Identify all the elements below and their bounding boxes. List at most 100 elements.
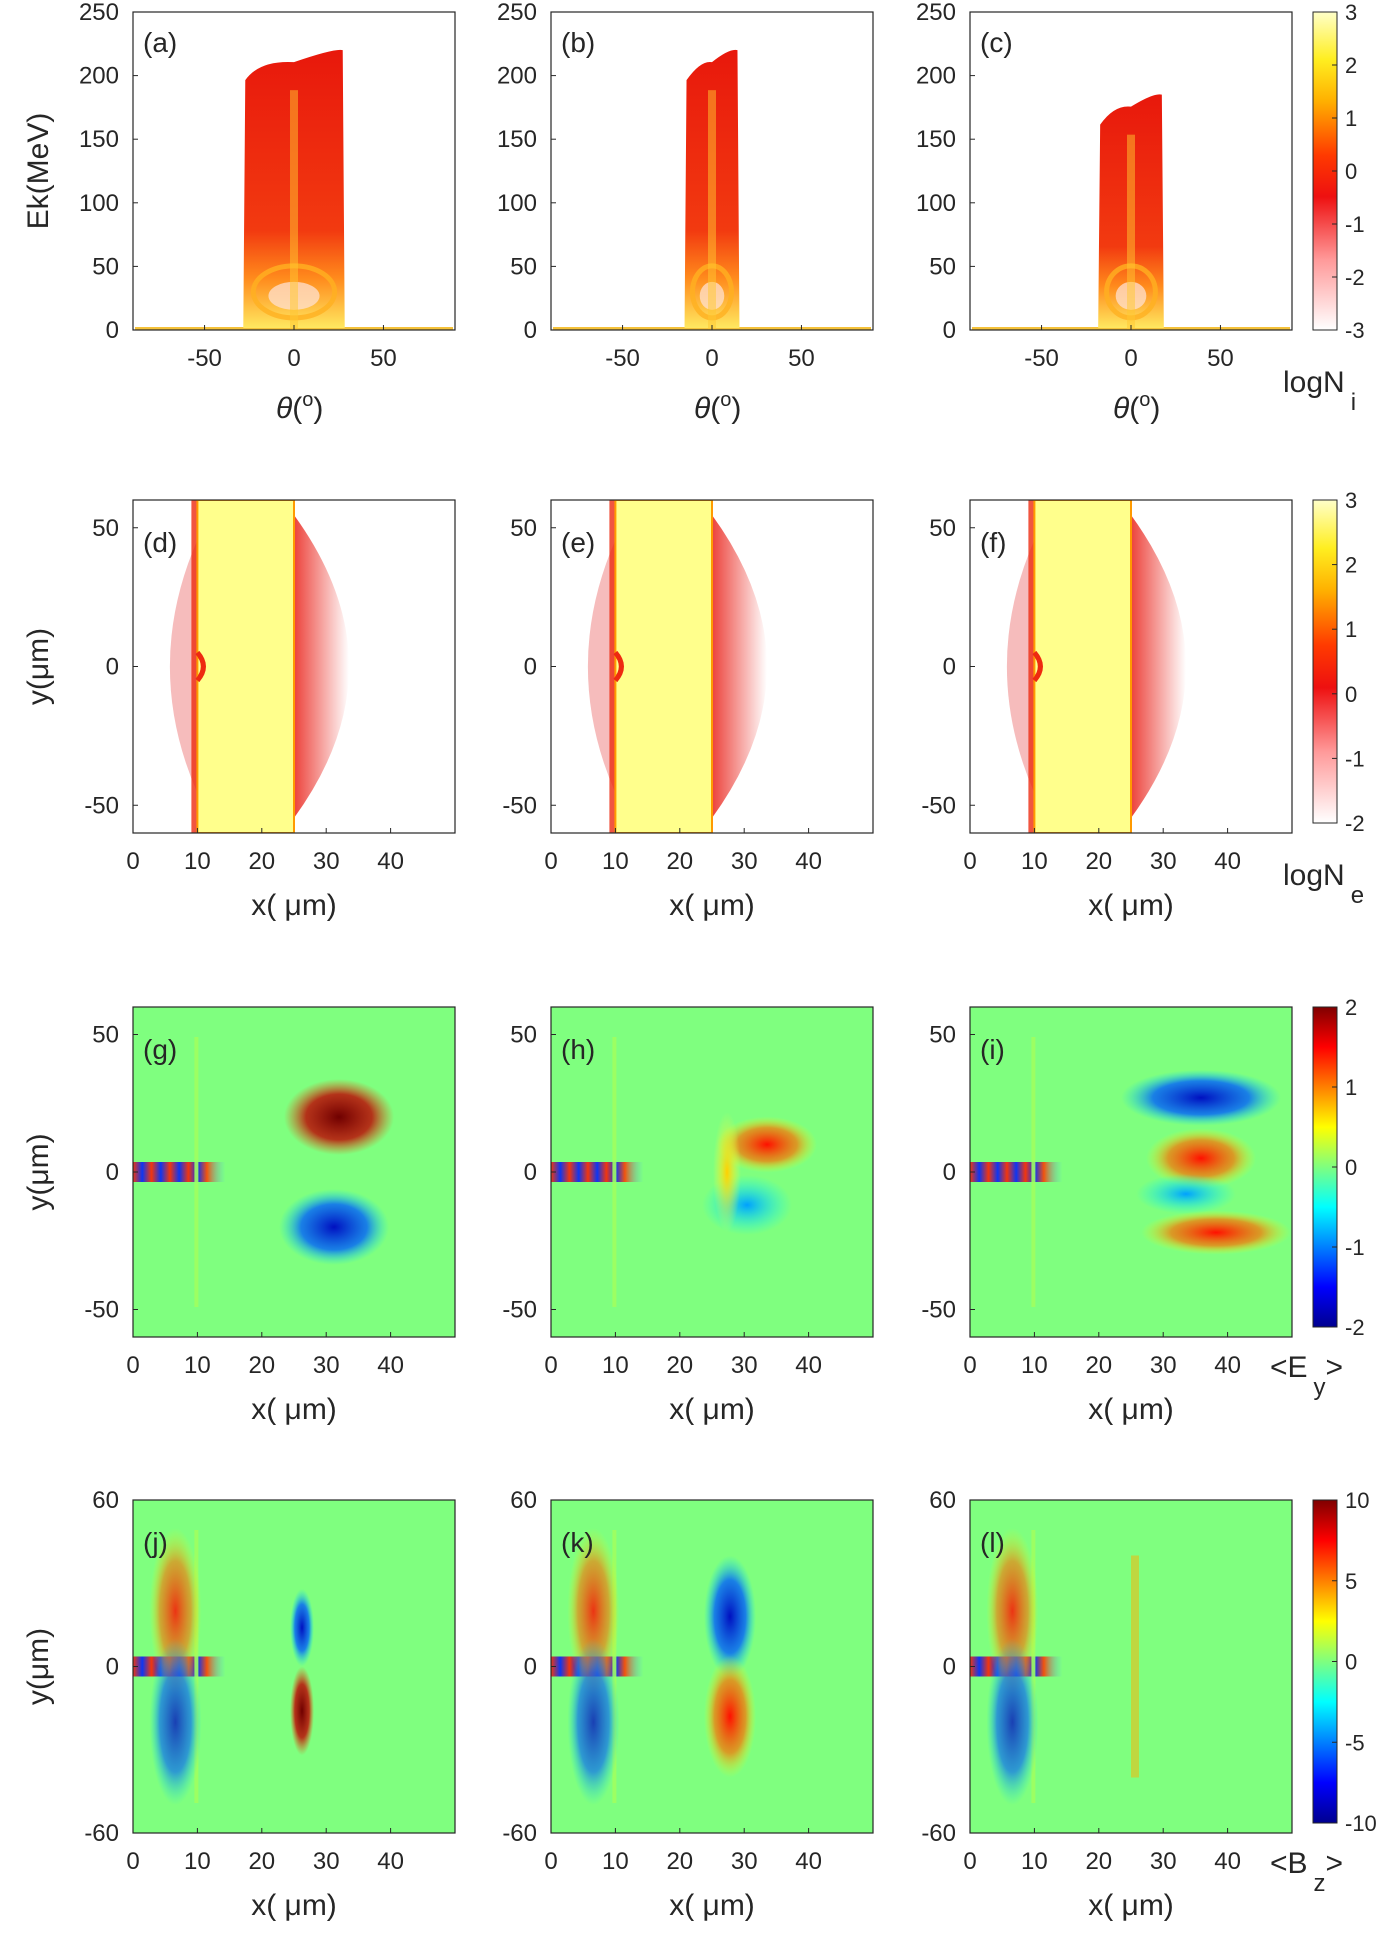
x-tick-label: 30	[313, 848, 340, 875]
y-tick-label: 0	[524, 1159, 537, 1186]
x-tick-label: 40	[377, 1352, 404, 1379]
x-tick-label: 0	[1124, 345, 1137, 372]
colorbar	[1312, 499, 1338, 824]
plot-area	[133, 1500, 455, 1833]
x-tick-label: 10	[184, 1848, 211, 1875]
x-tick-label: 10	[602, 1352, 629, 1379]
x-axis-label: θ(o)	[1113, 389, 1160, 425]
x-tick-label: 20	[1085, 1352, 1112, 1379]
panel-l: 0 10 20 30 40 -60 0 60 (l) x( μm)	[921, 1487, 1293, 1922]
rear-field-negative	[704, 1555, 756, 1678]
colorbar-tick-label: -1	[1345, 212, 1365, 237]
x-tick-label: 0	[705, 345, 718, 372]
field-lobe-negative	[279, 1189, 389, 1265]
x-tick-label: 40	[795, 1352, 822, 1379]
front-field-negative	[149, 1638, 202, 1806]
x-tick-label: 0	[126, 1352, 139, 1379]
x-tick-label: 20	[666, 1352, 693, 1379]
x-axis-label: x( μm)	[1088, 1393, 1174, 1426]
colorbar-tick-label: -1	[1345, 1235, 1365, 1260]
colorbar-tick-label: 5	[1345, 1569, 1357, 1594]
y-tick-label: 150	[497, 126, 537, 153]
x-tick-label: 30	[313, 1352, 340, 1379]
panel-label: (a)	[143, 27, 177, 58]
y-tick-label: 150	[79, 126, 119, 153]
x-tick-label: 40	[377, 1848, 404, 1875]
x-axis-label: x( μm)	[1088, 1889, 1174, 1922]
y-axis-label: Ek(MeV)	[22, 113, 55, 230]
hole-boring	[1032, 650, 1043, 683]
panel-c: -50 0 50 0 50 100 150 200 250 (c) θ(o)	[916, 0, 1293, 425]
filament-region	[713, 1112, 741, 1232]
x-axis-label: x( μm)	[251, 889, 337, 922]
colorbar-row-1: -3 -2 -1 0 1 2 3 logNi	[1283, 0, 1365, 416]
rear-field-negative	[290, 1588, 314, 1667]
y-tick-label: 0	[943, 1159, 956, 1186]
y-tick-label: 50	[92, 1022, 119, 1049]
x-tick-label: 20	[248, 1848, 275, 1875]
panel-e: 0 10 20 30 40 -50 0 50 (e) x( μm)	[502, 499, 874, 922]
colorbar-tick-label: 0	[1345, 1650, 1357, 1675]
x-tick-label: 0	[544, 1352, 557, 1379]
panel-label: (f)	[980, 527, 1006, 558]
panel-j: 0 10 20 30 40 -60 0 60 (j) x( μm) y(μm)	[22, 1487, 456, 1922]
colorbar-label: <Bz>	[1270, 1847, 1343, 1897]
hole-boring	[195, 650, 206, 683]
field-lobe-negative-lower	[1136, 1174, 1236, 1214]
x-axis-label: x( μm)	[669, 1393, 755, 1426]
front-electron-cloud	[169, 540, 198, 793]
x-tick-label: 10	[184, 1352, 211, 1379]
x-axis-label: x( μm)	[251, 1889, 337, 1922]
colorbar-tick-label: 3	[1345, 488, 1357, 513]
y-tick-label: 0	[106, 1654, 119, 1681]
x-tick-label: 30	[1150, 1848, 1177, 1875]
y-tick-label: 50	[929, 515, 956, 542]
plot-area	[133, 1007, 455, 1337]
colorbar-tick-label: -5	[1345, 1730, 1365, 1755]
x-tick-label: 10	[602, 1848, 629, 1875]
field-lobe-positive	[1146, 1128, 1256, 1189]
front-surface-field	[1031, 1530, 1036, 1803]
x-tick-label: 50	[1207, 345, 1234, 372]
colorbar-tick-label: 1	[1345, 1075, 1357, 1100]
y-tick-label: 250	[497, 0, 537, 26]
colorbar-tick-label: 2	[1345, 53, 1357, 78]
y-tick-label: 200	[79, 63, 119, 90]
y-tick-label: 0	[106, 1159, 119, 1186]
front-surface-field	[612, 1037, 617, 1307]
x-tick-label: 50	[370, 345, 397, 372]
panel-i: 0 10 20 30 40 -50 0 50 (i) x( μm)	[921, 1006, 1293, 1426]
rear-electron-cloud	[294, 515, 349, 818]
hole-boring	[613, 650, 624, 683]
front-surface	[1028, 500, 1035, 833]
colorbar-tick-label: 0	[1345, 1155, 1357, 1180]
panel-label: (j)	[143, 1527, 168, 1558]
rear-electron-cloud	[712, 515, 767, 818]
colorbar-tick-label: -2	[1345, 265, 1365, 290]
colorbar-tick-label: 1	[1345, 617, 1357, 642]
y-tick-label: 200	[497, 63, 537, 90]
y-tick-label: 100	[497, 190, 537, 217]
y-tick-label: 0	[524, 1654, 537, 1681]
x-tick-label: 20	[1085, 848, 1112, 875]
front-electron-cloud	[587, 540, 616, 793]
central-jet	[708, 90, 716, 330]
field-lobe-positive	[717, 1116, 817, 1173]
y-tick-label: 50	[929, 253, 956, 280]
x-tick-label: 40	[1214, 1848, 1241, 1875]
front-surface-field	[612, 1530, 617, 1803]
x-tick-label: -50	[187, 345, 222, 372]
y-axis-label: y(μm)	[22, 628, 55, 705]
panel-f: 0 10 20 30 40 -50 0 50 (f) x( μm)	[921, 499, 1293, 922]
plot-area	[551, 1007, 873, 1337]
y-tick-label: 50	[510, 253, 537, 280]
rear-electron-cloud	[1131, 515, 1186, 818]
colorbar-tick-label: -1	[1345, 746, 1365, 771]
y-tick-label: 150	[916, 126, 956, 153]
x-tick-label: 0	[126, 1848, 139, 1875]
front-surface-field	[194, 1037, 199, 1307]
central-jet	[290, 90, 298, 330]
x-tick-label: 40	[795, 848, 822, 875]
colorbar-tick-label: 10	[1345, 1488, 1369, 1513]
